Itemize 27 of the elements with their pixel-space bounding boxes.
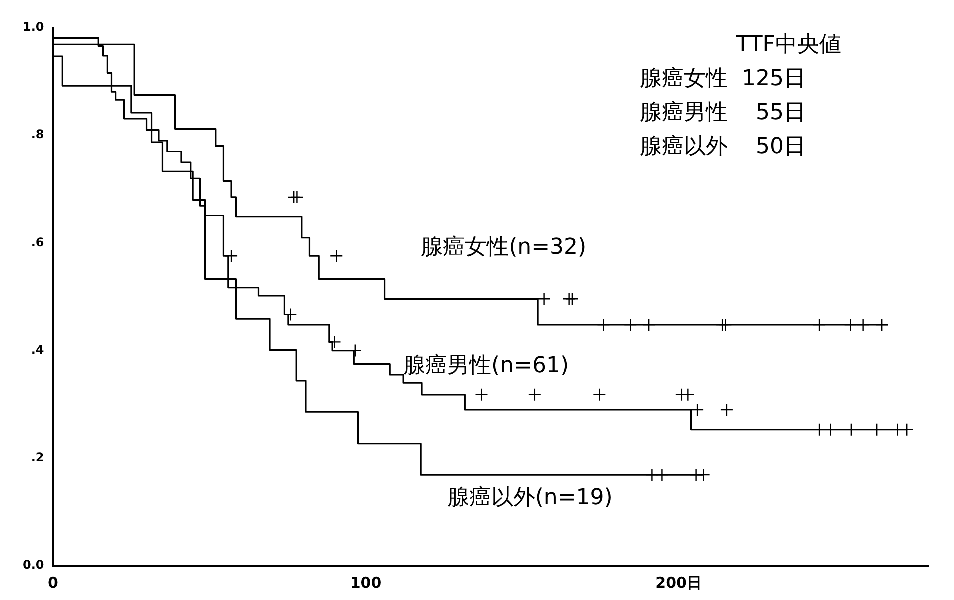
point bbox=[538, 292, 551, 306]
y-tick-label: .6 bbox=[31, 235, 44, 250]
annotation: 腺癌以外 50日 bbox=[640, 134, 806, 160]
series-label: 腺癌女性(n=32) bbox=[421, 235, 587, 260]
y-tick-label: .4 bbox=[31, 342, 44, 357]
y-tick-label: .8 bbox=[31, 128, 44, 142]
point bbox=[720, 403, 734, 417]
point bbox=[566, 292, 580, 306]
point bbox=[475, 388, 488, 402]
point bbox=[682, 388, 695, 402]
point bbox=[593, 388, 606, 402]
x-tick-label: 100 bbox=[350, 574, 382, 592]
point bbox=[330, 250, 344, 263]
y-tick-label: 0.0 bbox=[22, 558, 44, 572]
x-tick-label: 0 bbox=[48, 574, 58, 592]
y-tick-label: .2 bbox=[31, 450, 44, 465]
series-label: 腺癌以外(n=19) bbox=[447, 486, 613, 511]
y-tick-label: 1.0 bbox=[22, 20, 44, 34]
annotation: 腺癌男性 55日 bbox=[640, 100, 806, 126]
point bbox=[528, 388, 542, 402]
x-tick-label: 200日 bbox=[656, 574, 702, 592]
point bbox=[690, 403, 704, 417]
series-label: 腺癌男性(n=61) bbox=[404, 353, 570, 378]
point bbox=[328, 336, 342, 349]
point bbox=[290, 190, 304, 204]
annotation: TTF中央値 bbox=[735, 32, 842, 58]
annotation: 腺癌女性 125日 bbox=[640, 66, 806, 92]
